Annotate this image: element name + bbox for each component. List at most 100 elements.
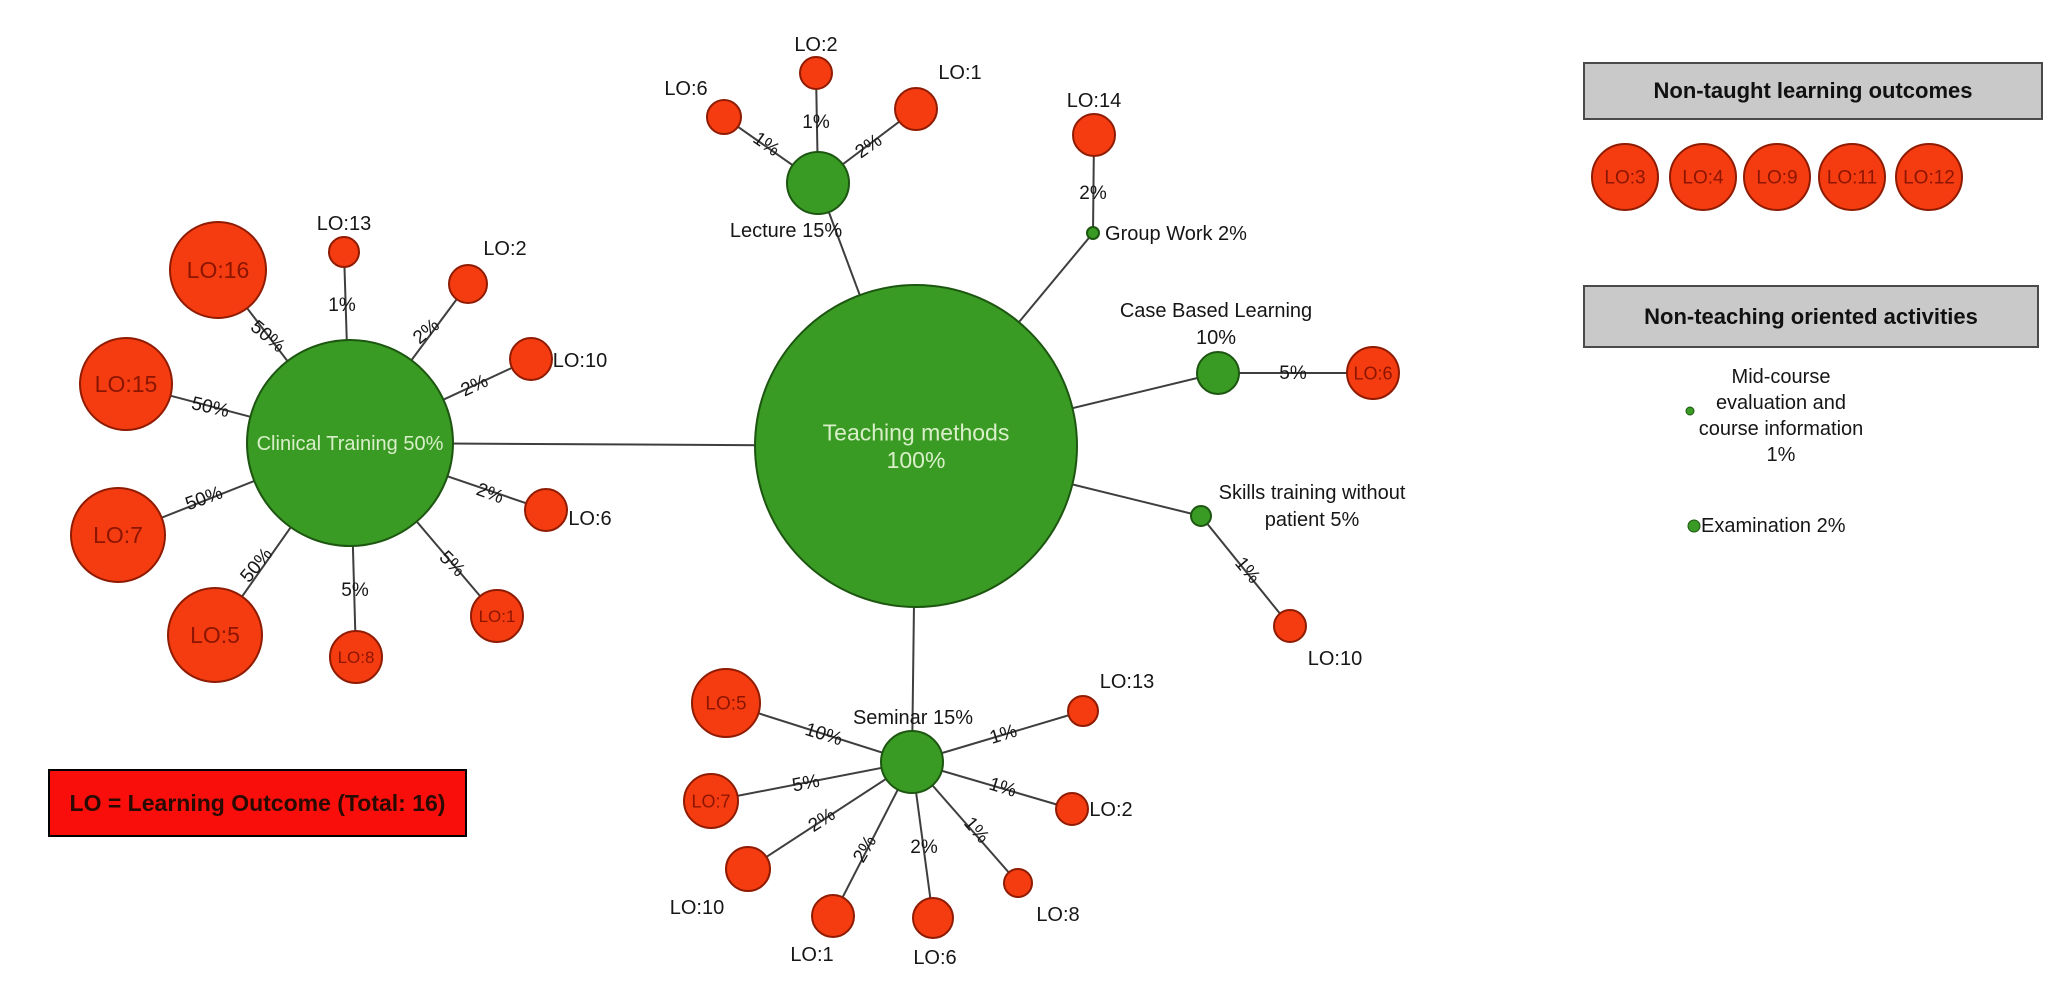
edge-label-seminar-se13: 1% <box>987 721 1020 749</box>
node-label-nt12: LO:12 <box>1903 168 1955 189</box>
node-label-c7: LO:7 <box>93 522 143 548</box>
node-s10 <box>1273 609 1307 643</box>
edge-skills-s10 <box>1200 515 1291 627</box>
edge-label-seminar-se10: 2% <box>805 804 840 837</box>
edge-label-clinical-c10: 2% <box>458 371 492 402</box>
node-label-se10: LO:10 <box>670 897 724 919</box>
node-casebased <box>1196 351 1240 395</box>
node-label-c2: LO:2 <box>483 238 526 260</box>
node-groupwork <box>1086 226 1100 240</box>
activity-midcourse-line: Mid-course <box>1731 366 1831 388</box>
node-label-casebased: 10% <box>1196 327 1236 349</box>
edge-label-clinical-c16: 50% <box>246 317 289 358</box>
node-layer <box>70 56 1963 939</box>
node-c1 <box>470 589 524 643</box>
node-label-c6: LO:6 <box>568 508 611 530</box>
edge-label-clinical-c15: 50% <box>189 393 231 422</box>
node-se6 <box>912 897 954 939</box>
node-label-c15: LO:15 <box>95 371 158 397</box>
node-c13 <box>328 236 360 268</box>
node-c8 <box>329 630 383 684</box>
edge-label-clinical-c8: 5% <box>341 580 369 601</box>
node-clinical <box>246 339 454 547</box>
node-examination_dot <box>1687 519 1701 533</box>
edge-label-casebased-cb6: 5% <box>1279 363 1307 384</box>
node-nt9 <box>1743 143 1811 211</box>
node-label-se13: LO:13 <box>1100 671 1154 693</box>
node-label-groupwork: Group Work 2% <box>1105 223 1247 245</box>
edge-label-seminar-se1: 2% <box>849 832 881 866</box>
node-label-seminar: Seminar 15% <box>853 707 973 729</box>
node-nt4 <box>1669 143 1737 211</box>
node-nt12 <box>1895 143 1963 211</box>
node-label-nt11: LO:11 <box>1827 168 1877 189</box>
edge-label-clinical-c13: 1% <box>328 295 356 316</box>
node-se10 <box>725 846 771 892</box>
node-label-c10: LO:10 <box>553 350 607 372</box>
node-label-c8: LO:8 <box>338 648 375 667</box>
edge-label-seminar-se6: 2% <box>910 837 938 858</box>
node-label-c16: LO:16 <box>187 257 250 283</box>
edge-label-seminar-se7: 5% <box>790 771 821 797</box>
node-label-se8: LO:8 <box>1036 904 1079 926</box>
node-label-teaching: Teaching methods <box>823 419 1010 445</box>
node-label-casebased: Case Based Learning <box>1120 300 1312 322</box>
edge-label-seminar-se8: 1% <box>959 813 993 848</box>
node-label-nt4: LO:4 <box>1682 168 1724 189</box>
node-label-se7: LO:7 <box>691 791 730 811</box>
node-midcourse_dot <box>1685 406 1695 416</box>
edge-seminar-se7 <box>710 761 913 802</box>
node-l6 <box>706 99 742 135</box>
activity-midcourse: Mid-course evaluation and course informa… <box>1656 364 1906 468</box>
node-c10 <box>509 337 553 381</box>
node-label-c5: LO:5 <box>190 622 240 648</box>
node-g14 <box>1072 113 1116 157</box>
node-label-skills: patient 5% <box>1265 509 1360 531</box>
edge-label-clinical-c5: 50% <box>237 544 278 587</box>
node-l2 <box>799 56 833 90</box>
edge-label-lecture-l2: 1% <box>802 112 830 133</box>
node-l1 <box>894 87 938 131</box>
edge-label-clinical-c7: 50% <box>183 482 226 515</box>
node-label-cb6: LO:6 <box>1353 363 1392 383</box>
node-nt11 <box>1818 143 1886 211</box>
node-label-se6: LO:6 <box>913 947 956 969</box>
edge-label-seminar-se2: 1% <box>986 774 1019 802</box>
node-se1 <box>811 894 855 938</box>
node-label-lecture: Lecture 15% <box>730 220 843 242</box>
lo-legend: LO = Learning Outcome (Total: 16) <box>48 769 467 837</box>
node-cb6 <box>1346 346 1400 400</box>
edge-seminar-se10 <box>747 761 913 870</box>
activity-midcourse-line: 1% <box>1766 444 1796 466</box>
node-se5 <box>691 668 761 738</box>
node-label-l6: LO:6 <box>664 78 707 100</box>
node-label-teaching: 100% <box>887 447 946 473</box>
non-teaching-header: Non-teaching oriented activities <box>1583 285 2039 348</box>
node-skills <box>1190 505 1212 527</box>
activity-midcourse-line: evaluation and <box>1715 392 1847 414</box>
edge-label-groupwork-g14: 2% <box>1079 183 1107 204</box>
activity-examination: Examination 2% <box>1701 515 1846 537</box>
node-c2 <box>448 264 488 304</box>
node-label-l2: LO:2 <box>794 34 837 56</box>
node-label-s10: LO:10 <box>1308 648 1362 670</box>
edge-label-seminar-se5: 10% <box>802 719 845 750</box>
node-c6 <box>524 488 568 532</box>
non-taught-header: Non-taught learning outcomes <box>1583 62 2043 120</box>
node-label-skills: Skills training without <box>1219 482 1406 504</box>
node-se7 <box>683 773 739 829</box>
node-se13 <box>1067 695 1099 727</box>
activity-midcourse-line: course information <box>1698 418 1864 440</box>
edge-label-clinical-c6: 2% <box>473 479 506 508</box>
node-label-l1: LO:1 <box>938 62 981 84</box>
node-label-se5: LO:5 <box>705 694 746 715</box>
node-teaching <box>754 284 1078 608</box>
node-se2 <box>1055 792 1089 826</box>
node-label-se1: LO:1 <box>790 944 833 966</box>
node-label-g14: LO:14 <box>1067 90 1121 112</box>
node-label-c1: LO:1 <box>479 607 516 626</box>
node-c15 <box>79 337 173 431</box>
node-c16 <box>169 221 267 319</box>
